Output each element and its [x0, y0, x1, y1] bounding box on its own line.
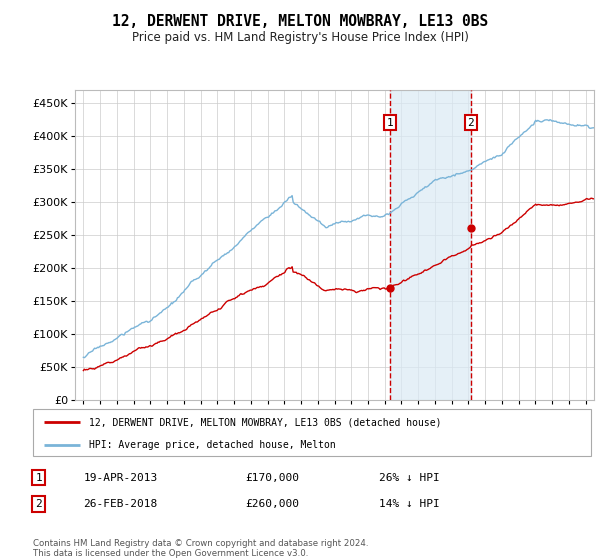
Text: 26% ↓ HPI: 26% ↓ HPI — [379, 473, 440, 483]
Text: 12, DERWENT DRIVE, MELTON MOWBRAY, LE13 0BS: 12, DERWENT DRIVE, MELTON MOWBRAY, LE13 … — [112, 14, 488, 29]
Text: 14% ↓ HPI: 14% ↓ HPI — [379, 499, 440, 509]
Text: 26-FEB-2018: 26-FEB-2018 — [83, 499, 157, 509]
Text: 1: 1 — [386, 118, 393, 128]
Bar — [390, 90, 471, 400]
Text: £170,000: £170,000 — [245, 473, 299, 483]
FancyBboxPatch shape — [33, 409, 591, 456]
Text: Contains HM Land Registry data © Crown copyright and database right 2024.
This d: Contains HM Land Registry data © Crown c… — [33, 539, 368, 558]
Text: 1: 1 — [35, 473, 42, 483]
Text: Price paid vs. HM Land Registry's House Price Index (HPI): Price paid vs. HM Land Registry's House … — [131, 31, 469, 44]
Text: 2: 2 — [467, 118, 475, 128]
Text: HPI: Average price, detached house, Melton: HPI: Average price, detached house, Melt… — [89, 440, 335, 450]
Text: 12, DERWENT DRIVE, MELTON MOWBRAY, LE13 0BS (detached house): 12, DERWENT DRIVE, MELTON MOWBRAY, LE13 … — [89, 417, 442, 427]
Text: 19-APR-2013: 19-APR-2013 — [83, 473, 157, 483]
Text: 2: 2 — [35, 499, 42, 509]
Text: £260,000: £260,000 — [245, 499, 299, 509]
